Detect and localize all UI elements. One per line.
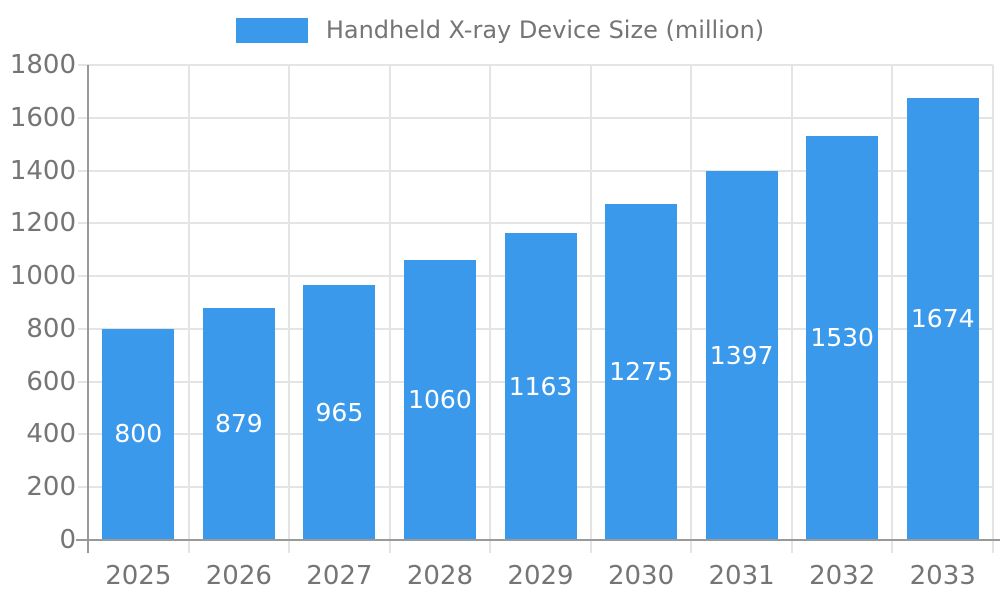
y-tick-label: 1800 — [9, 50, 76, 80]
bar[interactable] — [705, 171, 778, 540]
bar[interactable] — [202, 308, 275, 540]
x-tick-label: 2030 — [607, 561, 675, 591]
x-tick-label: 2026 — [205, 561, 272, 591]
x-tick-label: 2032 — [809, 561, 876, 591]
bar[interactable] — [403, 260, 476, 540]
y-tick-label: 0 — [59, 525, 76, 555]
y-tick-label: 1200 — [9, 208, 76, 239]
bar-value-label: 1060 — [408, 385, 472, 415]
gridline-x — [589, 65, 592, 553]
bar[interactable] — [806, 136, 879, 540]
legend-item[interactable]: Handheld X-ray Device Size (million) — [235, 16, 765, 44]
y-tick-label: 1000 — [9, 261, 76, 292]
y-axis-line — [87, 65, 89, 553]
y-tick-label: 400 — [26, 419, 76, 450]
x-tick-label: 2029 — [507, 561, 574, 591]
gridline-y — [78, 116, 993, 119]
bar[interactable] — [504, 233, 577, 540]
bar-value-label: 800 — [114, 419, 163, 449]
bar-value-label: 1275 — [609, 356, 673, 386]
gridline-y — [78, 64, 993, 66]
gridline-x — [891, 65, 894, 553]
bar-value-label: 1674 — [910, 304, 975, 334]
gridline-y — [78, 222, 993, 225]
bar[interactable] — [303, 285, 376, 540]
bar[interactable] — [605, 203, 678, 540]
legend-swatch — [235, 17, 308, 43]
chart-legend: Handheld X-ray Device Size (million) — [0, 16, 1000, 44]
bar-value-label: 879 — [214, 409, 263, 439]
y-tick-label: 200 — [26, 472, 76, 503]
legend-label: Handheld X-ray Device Size (million) — [325, 16, 765, 44]
bar-value-label: 1163 — [508, 371, 573, 401]
gridline-x — [992, 65, 994, 553]
y-tick-label: 1400 — [9, 155, 76, 186]
x-tick-label: 2031 — [708, 561, 775, 591]
x-tick-label: 2027 — [306, 561, 373, 591]
bar[interactable] — [906, 98, 979, 540]
gridline-x — [187, 65, 190, 553]
x-tick-label: 2033 — [909, 561, 976, 591]
gridline-x — [790, 65, 793, 553]
gridline-x — [388, 65, 391, 553]
gridline-y — [78, 169, 993, 172]
bar[interactable] — [102, 328, 175, 540]
y-tick-label: 600 — [26, 366, 76, 397]
gridline-x — [690, 65, 693, 553]
x-axis-line — [76, 539, 1000, 541]
y-tick-label: 800 — [26, 313, 76, 344]
gridline-x — [489, 65, 492, 553]
y-tick-label: 1600 — [9, 102, 76, 133]
bar-value-label: 965 — [315, 397, 364, 427]
x-tick-label: 2028 — [406, 561, 474, 591]
bar-value-label: 1530 — [810, 323, 874, 353]
x-tick-label: 2025 — [105, 561, 172, 591]
bar-value-label: 1397 — [709, 340, 774, 370]
gridline-x — [288, 65, 291, 553]
